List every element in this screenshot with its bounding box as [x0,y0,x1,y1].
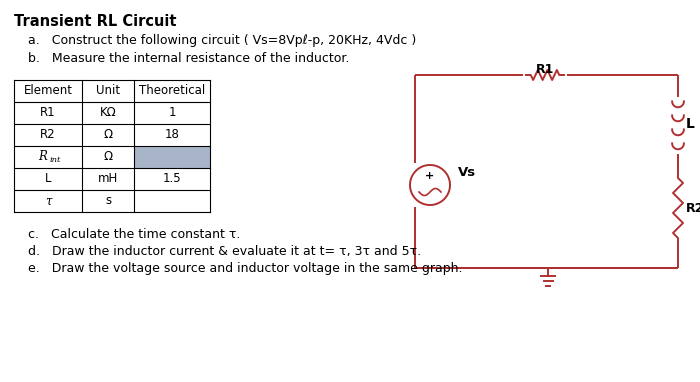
Text: 1: 1 [168,107,176,120]
Text: R2: R2 [686,201,700,215]
Text: Element: Element [24,84,73,97]
Text: R1: R1 [536,63,554,76]
Text: e.   Draw the voltage source and inductor voltage in the same graph.: e. Draw the voltage source and inductor … [28,262,463,275]
Text: Ω: Ω [104,128,113,141]
Text: mH: mH [98,173,118,186]
Text: Ω: Ω [104,151,113,163]
Text: R1: R1 [40,107,56,120]
Text: R: R [38,151,47,163]
Text: Vs: Vs [458,167,476,180]
Text: KΩ: KΩ [99,107,116,120]
Text: 18: 18 [164,128,179,141]
Text: b.   Measure the internal resistance of the inductor.: b. Measure the internal resistance of th… [28,52,349,65]
Text: c.   Calculate the time constant τ.: c. Calculate the time constant τ. [28,228,240,241]
Text: d.   Draw the inductor current & evaluate it at t= τ, 3τ and 5τ.: d. Draw the inductor current & evaluate … [28,245,421,258]
Text: int: int [50,157,62,165]
Text: Unit: Unit [96,84,120,97]
Text: 1.5: 1.5 [162,173,181,186]
Text: L: L [45,173,51,186]
Bar [134,146,210,168]
Text: Transient RL Circuit: Transient RL Circuit [14,14,176,29]
Text: +: + [426,171,435,181]
Text: a.   Construct the following circuit ( Vs=8Vpℓ-p, 20KHz, 4Vdc ): a. Construct the following circuit ( Vs=… [28,34,416,47]
Text: L: L [686,117,695,131]
Text: τ: τ [45,194,51,207]
Text: R2: R2 [40,128,56,141]
Text: s: s [105,194,111,207]
Text: Theoretical: Theoretical [139,84,205,97]
